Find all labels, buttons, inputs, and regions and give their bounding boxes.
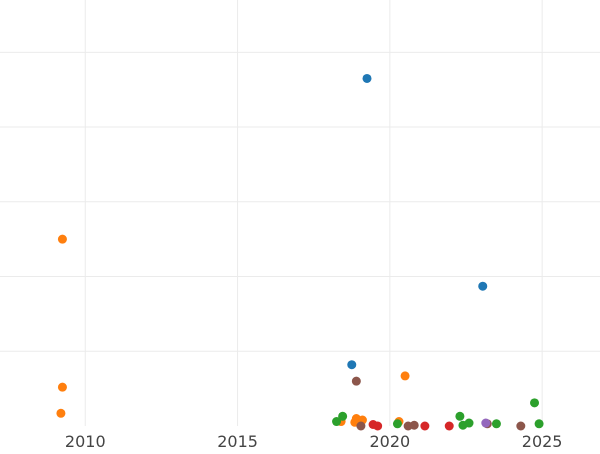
- data-point-series-4-5: [356, 421, 366, 431]
- x-axis-tick-labels: 2010 2015 2020 2025: [65, 432, 563, 451]
- x-tick-label-2020: 2020: [369, 432, 410, 450]
- data-point-series-4-4: [516, 421, 526, 431]
- data-point-series-2-5: [464, 418, 474, 428]
- x-tick-label-2015: 2015: [217, 432, 258, 450]
- data-point-series-2-6: [491, 419, 501, 429]
- data-point-series-5-0: [481, 418, 491, 428]
- data-point-series-1-0: [57, 234, 67, 244]
- data-point-series-2-2: [392, 419, 402, 429]
- data-point-series-0-2: [347, 360, 357, 370]
- grid-lines: [0, 0, 600, 426]
- x-tick-label-2010: 2010: [65, 432, 106, 450]
- data-point-series-4-0: [351, 376, 361, 386]
- data-point-series-2-8: [534, 419, 544, 429]
- data-point-series-2-3: [455, 411, 465, 421]
- data-point-series-4-2: [409, 420, 419, 430]
- data-point-series-1-3: [400, 371, 410, 381]
- data-point-series-2-1: [338, 411, 348, 421]
- data-points: [56, 73, 544, 431]
- data-point-series-3-3: [444, 421, 454, 431]
- data-point-series-1-2: [56, 408, 66, 418]
- data-point-series-3-2: [420, 421, 430, 431]
- data-point-series-3-1: [373, 421, 383, 431]
- data-point-series-1-1: [57, 382, 67, 392]
- data-point-series-2-0: [332, 417, 342, 427]
- x-tick-label-2025: 2025: [522, 432, 563, 450]
- data-point-series-0-1: [478, 281, 488, 291]
- data-point-series-0-0: [362, 73, 372, 83]
- data-point-series-2-7: [530, 398, 540, 408]
